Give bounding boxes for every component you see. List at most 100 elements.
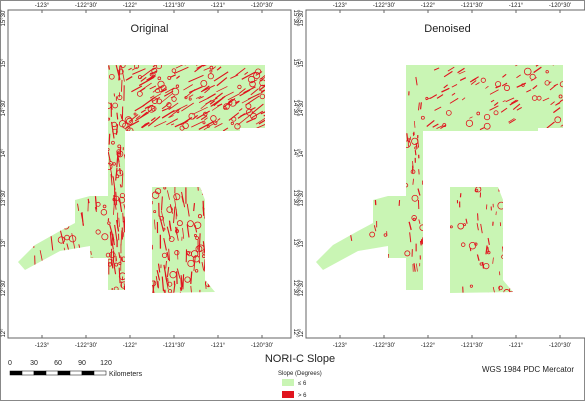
slope-streak xyxy=(161,109,175,119)
slope-streak xyxy=(549,84,557,91)
slope-streak xyxy=(181,191,186,208)
legend-label: ≤ 6 xyxy=(298,381,307,387)
slope-streak xyxy=(183,84,193,91)
slope-streak xyxy=(469,116,473,119)
longitude-label: -121°30' xyxy=(461,343,483,349)
slope-streak xyxy=(492,257,494,264)
slope-spot xyxy=(168,236,175,242)
slope-streak xyxy=(148,75,156,81)
scale-segment xyxy=(45,370,59,376)
slope-streak xyxy=(258,82,265,91)
slope-streak xyxy=(227,93,240,101)
slope-streak xyxy=(413,263,416,272)
slope-spot xyxy=(228,98,237,107)
slope-streak xyxy=(202,65,218,67)
longitude-label: -122° xyxy=(123,343,138,349)
slope-streak xyxy=(120,281,123,287)
slope-streak xyxy=(173,206,176,224)
slope-spot xyxy=(457,222,465,230)
slope-streak xyxy=(415,142,418,149)
slope-streak xyxy=(550,101,555,106)
slope-streak xyxy=(165,260,167,269)
scale-segment xyxy=(93,370,107,376)
slope-spot xyxy=(117,152,122,157)
slope-streak xyxy=(493,101,499,107)
slope-streak xyxy=(509,99,519,106)
slope-spot xyxy=(237,84,242,90)
longitude-label: -121°30' xyxy=(163,3,185,9)
latitude-label: 13°30' xyxy=(292,190,298,207)
slope-streak xyxy=(161,102,171,110)
latitude-label: 12° xyxy=(299,328,305,338)
slope-streak xyxy=(560,122,563,127)
slope-streak xyxy=(489,105,499,111)
longitude-label: -122°30' xyxy=(75,343,97,349)
slope-streak xyxy=(176,268,181,279)
slope-streak xyxy=(200,99,212,110)
slope-streak xyxy=(476,254,480,261)
slope-spot xyxy=(118,68,124,75)
slope-spot xyxy=(411,215,417,221)
slope-spot xyxy=(545,70,549,74)
slope-streak xyxy=(116,219,120,232)
slope-spot xyxy=(210,115,217,122)
slope-streak xyxy=(515,65,523,67)
slope-spot xyxy=(95,229,101,235)
slope-spot xyxy=(133,65,140,69)
slope-streak xyxy=(198,95,204,100)
slope-spot xyxy=(529,73,536,80)
slope-speckle xyxy=(316,65,563,293)
slope-streak xyxy=(198,121,214,131)
scale-segment xyxy=(81,370,95,376)
legend-label: > 6 xyxy=(298,393,307,399)
panel-title: Denoised xyxy=(424,23,470,35)
slope-streak xyxy=(161,196,163,211)
slope-streak xyxy=(457,67,465,74)
slope-streak xyxy=(487,237,490,245)
slope-spot xyxy=(156,98,163,105)
slope-spot xyxy=(166,206,173,213)
slope-streak xyxy=(112,259,117,275)
slope-streak xyxy=(256,121,265,129)
slope-streak xyxy=(216,66,222,71)
slope-spot xyxy=(465,119,474,127)
map-panel: -123° -123° -122°30' -122°30' -122° -122° -121… xyxy=(299,3,585,349)
slope-streak xyxy=(128,67,132,71)
slope-streak xyxy=(156,86,163,90)
panel-frame xyxy=(7,9,292,339)
slope-spot xyxy=(133,112,137,116)
slope-spot xyxy=(412,217,416,222)
slope-streak xyxy=(245,95,260,106)
slope-streak xyxy=(155,276,159,288)
slope-spot xyxy=(469,284,473,288)
slope-streak xyxy=(182,227,185,239)
slope-streak xyxy=(373,225,377,232)
slope-streak xyxy=(443,70,453,78)
slope-streak xyxy=(161,210,165,227)
slope-spot xyxy=(113,195,120,202)
slope-streak xyxy=(191,120,204,128)
slope-streak xyxy=(440,124,447,130)
slope-spot xyxy=(404,250,411,257)
slope-streak xyxy=(162,108,166,112)
slope-streak xyxy=(140,76,147,82)
slope-streak xyxy=(194,65,205,73)
slope-streak xyxy=(120,114,123,120)
latitude-label: 15° xyxy=(299,58,305,68)
slope-streak xyxy=(240,110,252,117)
slope-streak xyxy=(479,126,485,131)
slope-streak xyxy=(166,190,170,200)
latitude-label: 13° xyxy=(292,238,298,248)
slope-streak xyxy=(125,76,133,81)
slope-spot xyxy=(118,261,122,265)
slope-streak xyxy=(149,85,157,90)
panel-title: Original xyxy=(131,23,169,35)
slope-streak xyxy=(492,286,496,293)
slope-streak xyxy=(409,232,412,243)
slope-streak xyxy=(508,118,515,123)
slope-streak xyxy=(152,85,161,93)
slope-streak xyxy=(134,112,149,122)
slope-streak xyxy=(139,82,152,92)
slope-streak xyxy=(255,116,265,125)
latitude-label: 13° xyxy=(1,238,7,248)
